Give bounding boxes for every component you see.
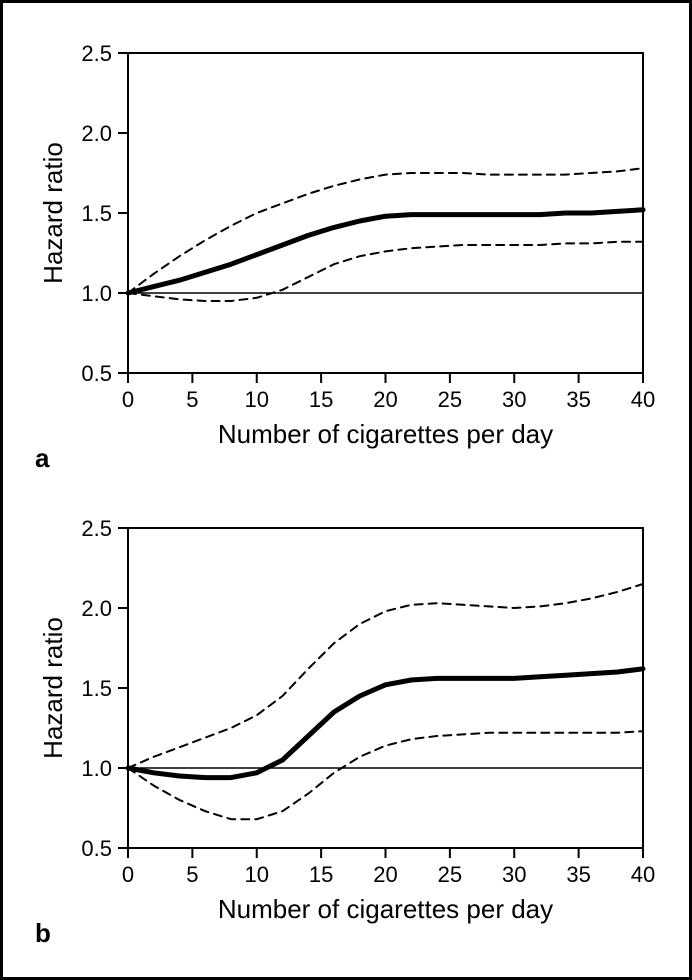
x-tick-label: 5 — [186, 387, 198, 412]
x-tick-label: 40 — [631, 862, 655, 887]
x-tick-label: 0 — [122, 387, 134, 412]
x-tick-label: 20 — [373, 862, 397, 887]
y-tick-label: 2.0 — [81, 596, 112, 621]
chart-a: 0 5 10 15 20 25 30 35 40 0.5 1.0 1.5 2.0 2.5 Number of… — [33, 33, 665, 473]
figure-frame: 0 5 10 15 20 25 30 35 40 0.5 1.0 1.5 2.0 2.5 Number of… — [0, 0, 692, 980]
panel-label: b — [35, 918, 51, 948]
y-tick-label: 1.5 — [81, 676, 112, 701]
x-axis-label: Number of cigarettes per day — [218, 894, 553, 924]
x-tick-label: 25 — [438, 387, 462, 412]
y-tick-label: 1.5 — [81, 201, 112, 226]
panel-a: 0 5 10 15 20 25 30 35 40 0.5 1.0 1.5 2.0 2.5 Number of… — [33, 33, 665, 473]
y-axis-label: Hazard ratio — [38, 142, 68, 284]
y-tick-label: 1.0 — [81, 756, 112, 781]
x-tick-label: 30 — [502, 387, 526, 412]
panel-label: a — [35, 443, 50, 473]
x-tick-label: 30 — [502, 862, 526, 887]
main-curve — [128, 669, 643, 778]
x-tick-label: 10 — [245, 387, 269, 412]
y-tick-label: 0.5 — [81, 836, 112, 861]
x-tick-label: 0 — [122, 862, 134, 887]
chart-b: 0 5 10 15 20 25 30 35 40 0.5 1.0 1.5 2.0 2.5 Number of… — [33, 508, 665, 948]
x-axis-label: Number of cigarettes per day — [218, 419, 553, 449]
x-tick-label: 10 — [245, 862, 269, 887]
y-tick-label: 2.5 — [81, 516, 112, 541]
y-tick-label: 2.0 — [81, 121, 112, 146]
x-tick-label: 25 — [438, 862, 462, 887]
x-tick-label: 5 — [186, 862, 198, 887]
panel-b: 0 5 10 15 20 25 30 35 40 0.5 1.0 1.5 2.0 2.5 Number of… — [33, 508, 665, 948]
x-tick-label: 15 — [309, 862, 333, 887]
y-axis-label: Hazard ratio — [38, 617, 68, 759]
x-tick-label: 35 — [566, 387, 590, 412]
x-tick-label: 35 — [566, 862, 590, 887]
y-tick-label: 0.5 — [81, 361, 112, 386]
x-tick-label: 15 — [309, 387, 333, 412]
y-tick-label: 2.5 — [81, 41, 112, 66]
x-tick-label: 20 — [373, 387, 397, 412]
y-tick-label: 1.0 — [81, 281, 112, 306]
x-tick-label: 40 — [631, 387, 655, 412]
